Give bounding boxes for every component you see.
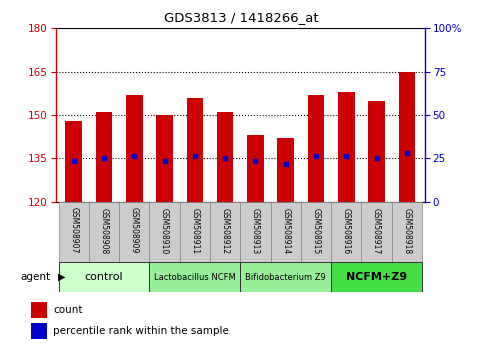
Bar bbox=[331, 202, 361, 262]
Point bbox=[312, 153, 320, 158]
Bar bbox=[241, 262, 331, 292]
Bar bbox=[270, 202, 301, 262]
Bar bbox=[241, 202, 270, 262]
Point bbox=[342, 153, 350, 158]
Point bbox=[130, 153, 138, 158]
Bar bbox=[96, 112, 113, 202]
Bar bbox=[186, 98, 203, 202]
Text: GSM508916: GSM508916 bbox=[342, 207, 351, 254]
Bar bbox=[58, 262, 149, 292]
Point bbox=[70, 159, 78, 164]
Point bbox=[221, 156, 229, 161]
Text: Lactobacillus NCFM: Lactobacillus NCFM bbox=[154, 273, 236, 281]
Bar bbox=[126, 95, 142, 202]
Text: agent: agent bbox=[21, 272, 51, 282]
Bar bbox=[149, 262, 241, 292]
Bar bbox=[217, 112, 233, 202]
Point bbox=[191, 153, 199, 158]
Text: GSM508918: GSM508918 bbox=[402, 207, 412, 254]
Text: GSM508917: GSM508917 bbox=[372, 207, 381, 254]
Text: ▶: ▶ bbox=[58, 272, 66, 282]
Bar bbox=[361, 202, 392, 262]
Text: GSM508910: GSM508910 bbox=[160, 207, 169, 254]
Text: GSM508908: GSM508908 bbox=[99, 207, 109, 254]
Bar bbox=[149, 202, 180, 262]
Bar bbox=[392, 202, 422, 262]
Bar bbox=[398, 72, 415, 202]
Bar bbox=[331, 262, 422, 292]
Text: GSM508907: GSM508907 bbox=[69, 207, 78, 254]
Text: NCFM+Z9: NCFM+Z9 bbox=[346, 272, 407, 282]
Point bbox=[161, 159, 169, 164]
Point bbox=[252, 159, 259, 164]
Bar bbox=[368, 101, 385, 202]
Point bbox=[100, 156, 108, 161]
Bar bbox=[247, 135, 264, 202]
Text: count: count bbox=[53, 305, 83, 315]
Bar bbox=[301, 202, 331, 262]
Bar bbox=[180, 202, 210, 262]
Point bbox=[282, 161, 290, 167]
Text: GDS3813 / 1418266_at: GDS3813 / 1418266_at bbox=[164, 11, 319, 24]
Bar bbox=[65, 121, 82, 202]
Text: GSM508915: GSM508915 bbox=[312, 207, 321, 254]
Bar bbox=[338, 92, 355, 202]
Text: GSM508913: GSM508913 bbox=[251, 207, 260, 254]
Bar bbox=[58, 202, 89, 262]
Bar bbox=[89, 202, 119, 262]
Bar bbox=[277, 138, 294, 202]
Bar bbox=[31, 302, 46, 318]
Bar bbox=[156, 115, 173, 202]
Bar bbox=[210, 202, 241, 262]
Text: Bifidobacterium Z9: Bifidobacterium Z9 bbox=[245, 273, 326, 281]
Bar bbox=[31, 323, 46, 339]
Text: GSM508914: GSM508914 bbox=[281, 207, 290, 254]
Text: GSM508911: GSM508911 bbox=[190, 207, 199, 254]
Bar bbox=[308, 95, 325, 202]
Text: GSM508912: GSM508912 bbox=[221, 207, 229, 254]
Point bbox=[403, 150, 411, 155]
Text: GSM508909: GSM508909 bbox=[130, 207, 139, 254]
Text: control: control bbox=[85, 272, 123, 282]
Text: percentile rank within the sample: percentile rank within the sample bbox=[53, 326, 229, 336]
Point bbox=[373, 156, 381, 161]
Bar bbox=[119, 202, 149, 262]
